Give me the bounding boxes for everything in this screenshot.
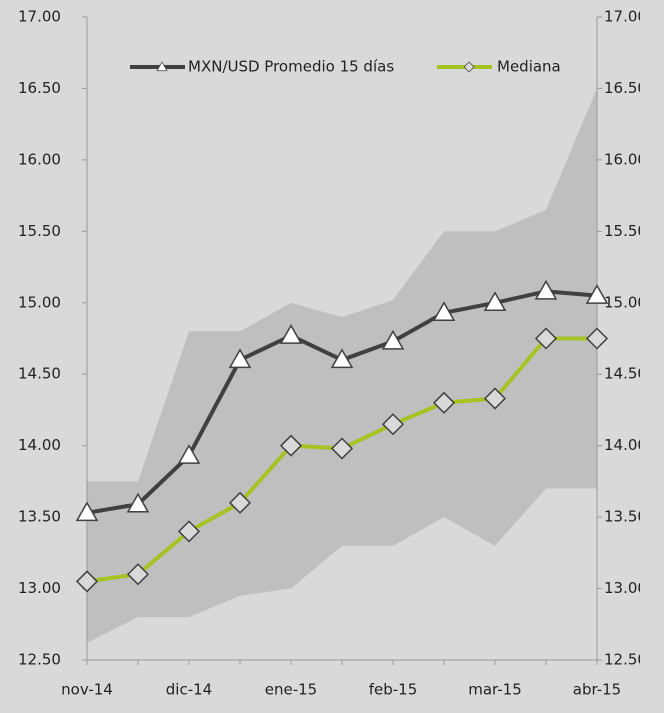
- y-tick-label: 16.00: [18, 150, 61, 168]
- y-tick-label: 13.00: [18, 579, 61, 597]
- x-tick-label: abr-15: [573, 681, 621, 699]
- y-tick-label: 14.00: [18, 436, 61, 454]
- y-tick-label: 17.00: [18, 8, 61, 26]
- y-tick-label: 14.50: [18, 365, 61, 383]
- point-marker: [432, 391, 456, 414]
- point-marker: [483, 387, 507, 410]
- y-tick-label: 15.50: [18, 222, 61, 240]
- point-marker: [126, 492, 150, 513]
- y2-tick-label: 12.50: [604, 651, 647, 669]
- point-marker: [534, 327, 558, 350]
- point-marker: [75, 501, 99, 522]
- point-marker: [177, 444, 201, 464]
- y2-tick-label: 14.50: [604, 365, 647, 383]
- x-tick-label: nov-14: [61, 681, 113, 699]
- range-band-lower: [87, 488, 597, 660]
- y-tick-label: 15.00: [18, 293, 61, 311]
- x-tick-label: dic-14: [166, 681, 212, 699]
- x-tick-label: ene-15: [265, 681, 317, 699]
- y-tick-label: 16.50: [18, 79, 61, 97]
- y2-tick-label: 13.50: [604, 508, 647, 526]
- point-marker: [279, 434, 303, 457]
- y2-tick-label: 14.00: [604, 436, 647, 454]
- y2-tick-label: 15.00: [604, 293, 647, 311]
- x-tick-label: feb-15: [369, 681, 418, 699]
- x-tick-label: mar-15: [468, 681, 522, 699]
- point-marker: [279, 324, 303, 344]
- y2-tick-label: 16.50: [604, 79, 647, 97]
- y2-tick-label: 16.00: [604, 150, 647, 168]
- y2-tick-label: 15.50: [604, 222, 647, 240]
- legend-label: MXN/USD Promedio 15 días: [188, 58, 394, 76]
- point-marker: [228, 491, 252, 514]
- point-marker: [228, 348, 252, 369]
- point-marker: [177, 520, 201, 543]
- point-marker: [585, 327, 609, 350]
- point-marker: [483, 291, 507, 312]
- legend-marker: [156, 61, 168, 72]
- point-marker: [381, 413, 405, 436]
- y2-tick-label: 17.00: [604, 8, 647, 26]
- y-tick-label: 12.50: [18, 651, 61, 669]
- point-marker: [330, 348, 354, 369]
- point-marker: [126, 563, 150, 586]
- y2-tick-label: 13.00: [604, 579, 647, 597]
- point-marker: [534, 279, 558, 300]
- legend-label: Mediana: [497, 58, 561, 76]
- legend-marker: [463, 61, 475, 73]
- point-marker: [585, 284, 609, 304]
- point-marker: [381, 329, 405, 350]
- plot-root: 12.50 13.00 13.50 14.00 14.50 15.00 15.50 16.00…: [18, 8, 647, 699]
- point-marker: [432, 301, 456, 322]
- point-marker: [330, 437, 354, 460]
- point-marker: [75, 570, 99, 593]
- y-tick-label: 13.50: [18, 508, 61, 526]
